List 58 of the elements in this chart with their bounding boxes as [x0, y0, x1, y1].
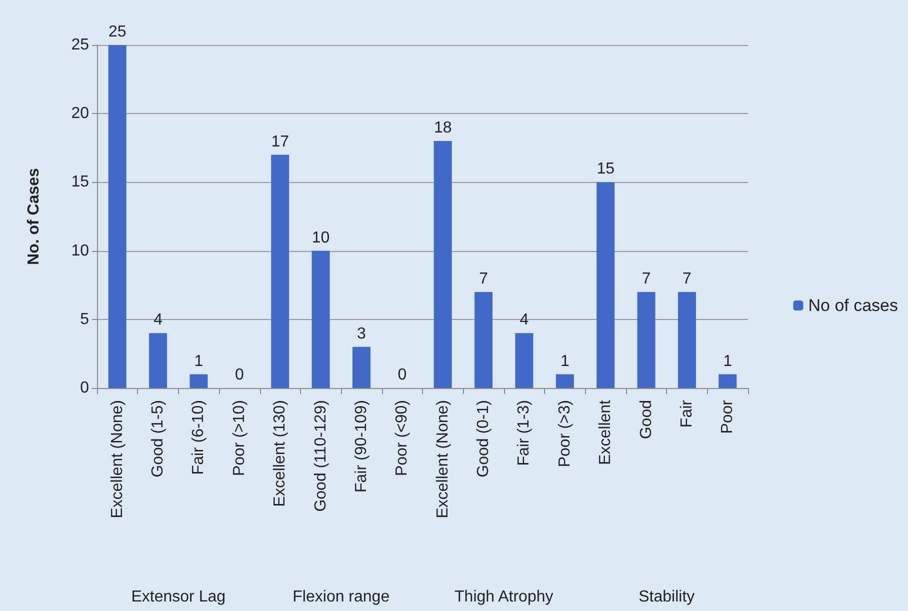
data-label: 4: [154, 312, 163, 329]
data-label: 18: [434, 120, 452, 137]
data-label: 7: [642, 270, 651, 288]
y-axis-title: No. of Cases: [26, 168, 42, 265]
data-label: 25: [108, 24, 126, 40]
bar: [556, 374, 574, 388]
x-tick-label: Fair (1-3): [516, 400, 533, 466]
x-tick-label: Excellent (None): [108, 400, 126, 518]
text: Stability: [638, 588, 695, 606]
x-tick-label: Fair (90-109): [352, 400, 370, 492]
data-label: 4: [520, 312, 529, 329]
text: Flexion range: [292, 588, 390, 606]
y-tick-label: 0: [80, 380, 90, 396]
bar: [190, 374, 208, 388]
data-label: 7: [479, 270, 488, 288]
bar: [312, 250, 330, 388]
bar: [474, 292, 493, 388]
legend-label: No of cases: [808, 296, 898, 315]
x-tick-label: Excellent (None): [434, 400, 452, 518]
data-label: 3: [357, 325, 366, 342]
y-tick-label: 5: [80, 310, 90, 328]
text: Extensor Lag: [131, 588, 226, 606]
x-tick-label: Poor: [719, 399, 736, 434]
x-tick-label: Poor (<90): [394, 400, 411, 476]
y-tick-label: 15: [71, 174, 90, 191]
y-tick-label: 25: [71, 36, 90, 54]
x-tick-label: Excellent (130): [272, 400, 289, 507]
data-label: 17: [271, 133, 290, 150]
text: Thigh Atrophy: [454, 588, 554, 606]
bar: [434, 141, 452, 388]
data-label: 1: [194, 352, 204, 370]
x-tick-label: Fair: [678, 399, 696, 428]
data-label: 1: [723, 352, 732, 370]
bar: [271, 154, 290, 388]
data-label: 1: [560, 352, 570, 370]
data-label: 0: [398, 366, 407, 384]
bar: [515, 333, 534, 388]
bar: [149, 333, 168, 388]
data-label: 0: [234, 366, 244, 384]
x-tick-label: Good (110-129): [312, 400, 330, 512]
data-label: 7: [682, 270, 692, 288]
bar: [108, 45, 126, 388]
data-label: 10: [312, 229, 330, 246]
x-tick-label: Poor (>3): [556, 400, 574, 468]
x-tick-label: Poor (>10): [230, 400, 248, 476]
x-tick-label: Fair (6-10): [190, 400, 208, 475]
bar: [596, 182, 615, 388]
data-label: 15: [596, 160, 615, 178]
bar: [637, 292, 656, 388]
x-tick-label: Good (1-5): [150, 400, 167, 478]
x-tick-label: Good: [638, 400, 655, 440]
bar: [678, 292, 696, 388]
y-tick-label: 20: [71, 105, 90, 122]
x-tick-label: Good (0-1): [475, 400, 492, 478]
x-tick-label: Excellent: [597, 399, 614, 465]
y-tick-label: 10: [71, 242, 90, 260]
bar: [352, 346, 370, 388]
bar: [718, 374, 737, 388]
